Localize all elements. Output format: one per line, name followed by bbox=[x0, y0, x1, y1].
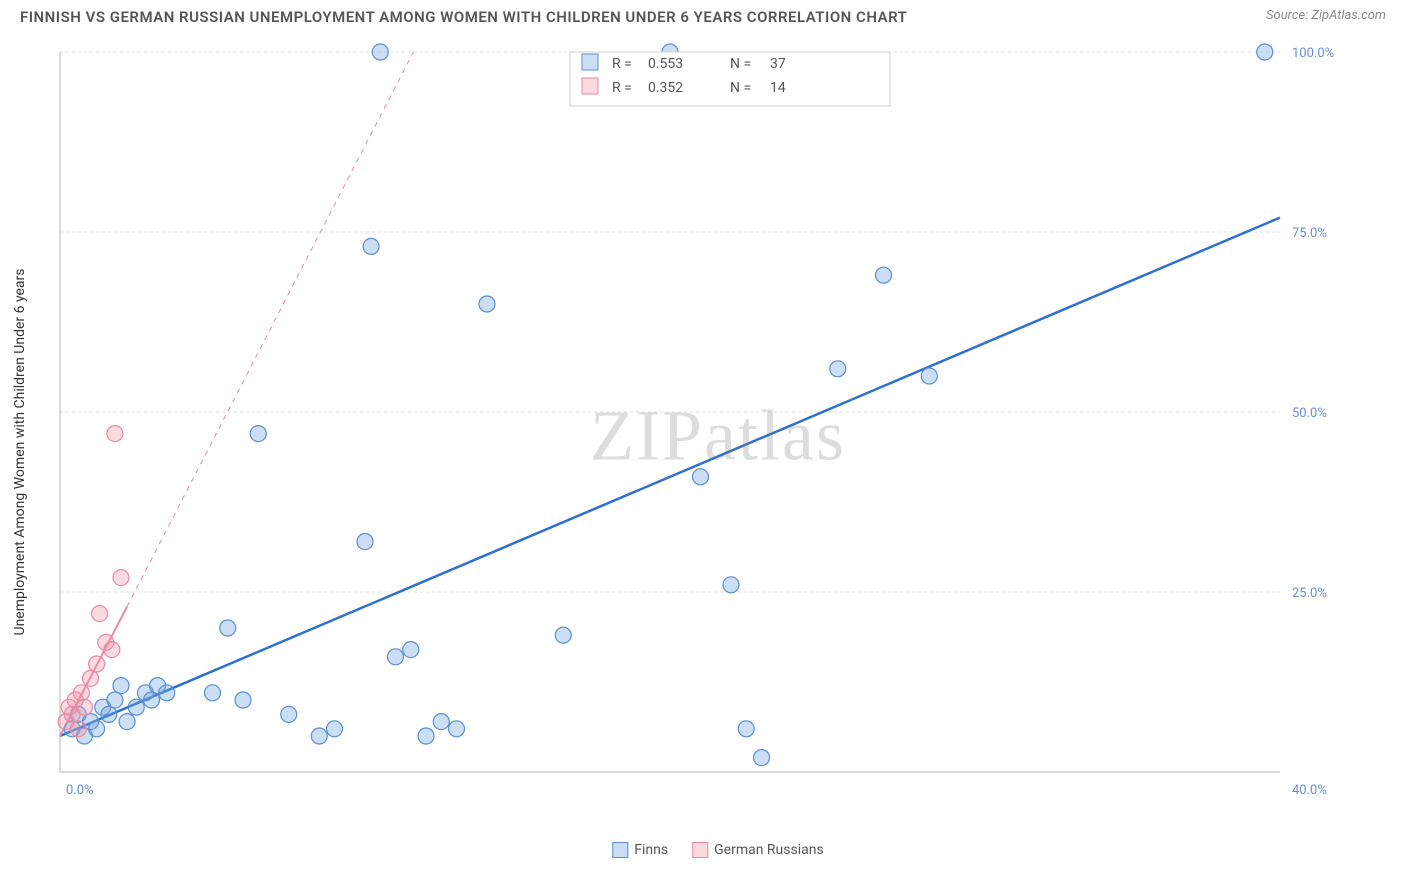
x-tick-label: 40.0% bbox=[1292, 783, 1327, 798]
stats-n-label: N = bbox=[730, 80, 751, 96]
data-point bbox=[921, 368, 937, 384]
data-point bbox=[89, 721, 105, 737]
stats-swatch bbox=[582, 54, 598, 70]
legend-swatch bbox=[612, 842, 628, 858]
trend-line-extension bbox=[127, 52, 413, 606]
data-point bbox=[327, 721, 343, 737]
stats-n-value: 14 bbox=[770, 80, 786, 96]
stats-n-label: N = bbox=[730, 56, 751, 72]
data-point bbox=[738, 721, 754, 737]
trend-line bbox=[60, 218, 1280, 736]
chart-title: FINNISH VS GERMAN RUSSIAN UNEMPLOYMENT A… bbox=[20, 8, 907, 26]
y-tick-label: 75.0% bbox=[1292, 226, 1327, 241]
data-point bbox=[723, 577, 739, 593]
data-point bbox=[449, 721, 465, 737]
data-point bbox=[250, 426, 266, 442]
legend-swatch bbox=[692, 842, 708, 858]
stats-r-label: R = bbox=[612, 80, 632, 96]
data-point bbox=[107, 692, 123, 708]
data-point bbox=[76, 699, 92, 715]
data-point bbox=[128, 699, 144, 715]
stats-r-value: 0.553 bbox=[648, 56, 683, 72]
bottom-legend: Finns German Russians bbox=[612, 842, 823, 858]
y-tick-label: 100.0% bbox=[1292, 46, 1334, 61]
data-point bbox=[693, 469, 709, 485]
data-point bbox=[220, 620, 236, 636]
y-tick-label: 25.0% bbox=[1292, 586, 1327, 601]
chart-area: Unemployment Among Women with Children U… bbox=[50, 42, 1386, 862]
data-point bbox=[311, 728, 327, 744]
data-point bbox=[418, 728, 434, 744]
data-point bbox=[876, 267, 892, 283]
legend-item: German Russians bbox=[692, 842, 824, 858]
data-point bbox=[1257, 44, 1273, 60]
data-point bbox=[357, 534, 373, 550]
data-point bbox=[144, 692, 160, 708]
stats-r-label: R = bbox=[612, 56, 632, 72]
data-point bbox=[372, 44, 388, 60]
data-point bbox=[73, 685, 89, 701]
legend-label: Finns bbox=[634, 842, 668, 858]
chart-source: Source: ZipAtlas.com bbox=[1266, 8, 1386, 23]
y-tick-label: 50.0% bbox=[1292, 406, 1327, 421]
data-point bbox=[388, 649, 404, 665]
stats-n-value: 37 bbox=[770, 56, 786, 72]
data-point bbox=[104, 642, 120, 658]
data-point bbox=[433, 714, 449, 730]
stats-r-value: 0.352 bbox=[648, 80, 683, 96]
chart-header: FINNISH VS GERMAN RUSSIAN UNEMPLOYMENT A… bbox=[0, 0, 1406, 26]
data-point bbox=[113, 570, 129, 586]
data-point bbox=[479, 296, 495, 312]
data-point bbox=[113, 678, 129, 694]
data-point bbox=[89, 656, 105, 672]
data-point bbox=[281, 706, 297, 722]
data-point bbox=[403, 642, 419, 658]
x-tick-label: 0.0% bbox=[66, 783, 94, 798]
data-point bbox=[83, 670, 99, 686]
data-point bbox=[754, 750, 770, 766]
data-point bbox=[107, 426, 123, 442]
data-point bbox=[119, 714, 135, 730]
legend-label: German Russians bbox=[714, 842, 824, 858]
scatter-plot: 25.0% 50.0% 75.0% 100.0% 0.0% 40.0% R = 0.553 N … bbox=[50, 42, 1350, 812]
stats-swatch bbox=[582, 78, 598, 94]
data-point bbox=[205, 685, 221, 701]
legend-item: Finns bbox=[612, 842, 668, 858]
data-point bbox=[159, 685, 175, 701]
data-point bbox=[92, 606, 108, 622]
data-point bbox=[363, 238, 379, 254]
y-axis-label: Unemployment Among Women with Children U… bbox=[12, 268, 28, 635]
data-point bbox=[830, 361, 846, 377]
data-point bbox=[555, 627, 571, 643]
data-point bbox=[235, 692, 251, 708]
data-point bbox=[70, 721, 86, 737]
data-point bbox=[101, 706, 117, 722]
